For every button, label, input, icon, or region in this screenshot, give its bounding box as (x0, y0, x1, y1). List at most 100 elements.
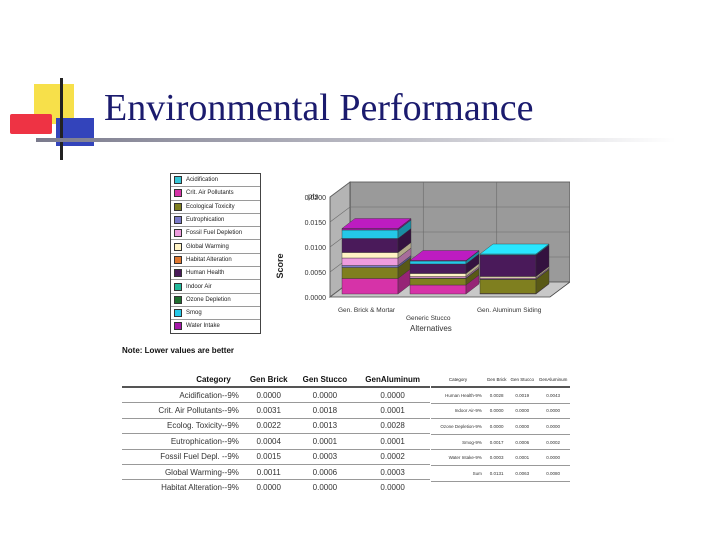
bar-segment (479, 244, 550, 277)
legend-label: Crit. Air Pollutants (186, 190, 234, 197)
chart-legend: Acidification Crit. Air Pollutants Ecologi… (170, 173, 261, 334)
scores-table-continued: Category Gen Brick Gen Stucco GenAluminu… (431, 372, 570, 482)
bar-face (341, 267, 399, 279)
cell-value: 0.0000 (294, 387, 356, 404)
bar-face (409, 273, 467, 277)
legend-label: Ozone Depletion (186, 296, 231, 303)
column-header: GenAluminum (355, 372, 430, 388)
cell-value: 0.0004 (242, 433, 295, 450)
row-category: Sum (431, 465, 485, 482)
table-row: Smog-9% 0.0017 0.0006 0.0002 (431, 434, 570, 451)
legend-swatch (174, 309, 182, 318)
legend-swatch (174, 269, 182, 278)
column-header: Category (431, 372, 485, 388)
cell-value: 0.0000 (484, 403, 509, 420)
table-row: Habitat Alteration--9% 0.0000 0.0000 0.0000 (122, 479, 430, 495)
legend-label: Fossil Fuel Depletion (186, 230, 243, 237)
column-header: Gen Stucco (294, 372, 356, 388)
cell-value: 0.0043 (536, 387, 570, 404)
cell-value: 0.0080 (536, 465, 570, 482)
table-row: Eutrophication--9% 0.0004 0.0001 0.0001 (122, 433, 430, 450)
legend-item: Indoor Air (171, 280, 260, 294)
cell-value: 0.0000 (242, 479, 295, 495)
row-category: Fossil Fuel Depl. --9% (122, 449, 243, 465)
table-row: Ecolog. Toxicity--9% 0.0022 0.0013 0.0028 (122, 418, 430, 435)
cell-value: 0.0028 (484, 387, 509, 404)
row-category: Acidification--9% (122, 387, 243, 404)
cell-value: 0.0001 (355, 402, 430, 419)
bar-face (409, 278, 467, 286)
y-tick-label: 0.0100 (305, 245, 327, 252)
bar-face (341, 229, 399, 239)
row-category: Ecolog. Toxicity--9% (122, 418, 243, 435)
y-tick-label: 0.0000 (305, 295, 327, 302)
bar-face (479, 254, 537, 277)
cell-value: 0.0000 (536, 449, 570, 466)
scores-table: Category Gen Brick Gen Stucco GenAluminu… (122, 372, 430, 495)
row-category: Smog-9% (431, 434, 485, 451)
cell-value: 0.0002 (355, 449, 430, 465)
legend-swatch (174, 216, 182, 225)
bar-face (341, 238, 399, 253)
cell-value: 0.0000 (242, 387, 295, 404)
legend-swatch (174, 229, 182, 238)
column-header: GenAluminum (536, 372, 570, 388)
cell-value: 0.0019 (508, 387, 537, 404)
legend-label: Acidification (186, 177, 219, 184)
cell-value: 0.0000 (536, 403, 570, 420)
bar-segment (409, 268, 480, 286)
cell-value: 0.0063 (508, 465, 537, 482)
bar-face (341, 228, 399, 231)
accent-vertical-line (60, 78, 63, 160)
legend-item: Eutrophication (171, 214, 260, 228)
cell-value: 0.0000 (508, 403, 537, 420)
bar-face (409, 260, 467, 265)
legend-label: Ecological Toxicity (186, 203, 235, 210)
legend-label: Water Intake (186, 323, 220, 330)
legend-swatch (174, 189, 182, 198)
legend-swatch (174, 242, 182, 251)
table-row: Crit. Air Pollutants--9% 0.0031 0.0018 0.00… (122, 402, 430, 419)
legend-item: Water Intake (171, 320, 260, 332)
bar-segment (341, 228, 412, 253)
cell-value: 0.0000 (355, 479, 430, 495)
y-tick-label: 0.0200 (305, 195, 327, 202)
bar-top (341, 218, 412, 229)
legend-label: Smog (186, 310, 202, 317)
legend-item: Human Health (171, 267, 260, 281)
table-row: Water Intake-9% 0.0003 0.0001 0.0000 (431, 449, 570, 466)
category-label: Gen. Brick & Mortar (338, 307, 396, 314)
category-label: Generic Stucco (406, 315, 451, 322)
legend-swatch (174, 202, 182, 211)
bar-top (409, 250, 480, 261)
bar-face (341, 257, 399, 266)
cell-value: 0.0000 (294, 479, 356, 495)
legend-item: Smog (171, 307, 260, 321)
bar-top (479, 243, 550, 255)
cell-value: 0.0006 (508, 434, 537, 451)
column-header: Gen Brick (242, 372, 295, 388)
column-header: Gen Stucco (508, 372, 537, 388)
cell-value: 0.0000 (484, 418, 509, 435)
legend-swatch (174, 282, 182, 291)
accent-red-square (10, 114, 52, 134)
cell-value: 0.0011 (242, 464, 295, 481)
row-category: Indoor Air-9% (431, 403, 485, 420)
cell-value: 0.0028 (355, 418, 430, 435)
legend-label: Habitat Alteration (186, 256, 232, 263)
cell-value: 0.0000 (355, 387, 430, 404)
legend-item: Ecological Toxicity (171, 201, 260, 214)
chart-figure: 0.0200 0.0150 0.0100 0.0050 0.0000 Score pts… (120, 160, 570, 495)
cell-value: 0.0131 (484, 465, 509, 482)
bar-face (479, 279, 537, 294)
cell-value: 0.0001 (508, 449, 537, 466)
y-axis-label: Score (275, 253, 285, 278)
legend-label: Global Warming (186, 243, 229, 250)
table-row: Fossil Fuel Depl. --9% 0.0015 0.0003 0.0002 (122, 449, 430, 465)
bar-face (409, 276, 467, 279)
bar-face (341, 278, 399, 295)
cell-value: 0.0001 (294, 433, 356, 450)
table-row: Sum 0.0131 0.0063 0.0080 (431, 465, 570, 482)
legend-item: Fossil Fuel Depletion (171, 227, 260, 241)
row-category: Eutrophication--9% (122, 433, 243, 450)
